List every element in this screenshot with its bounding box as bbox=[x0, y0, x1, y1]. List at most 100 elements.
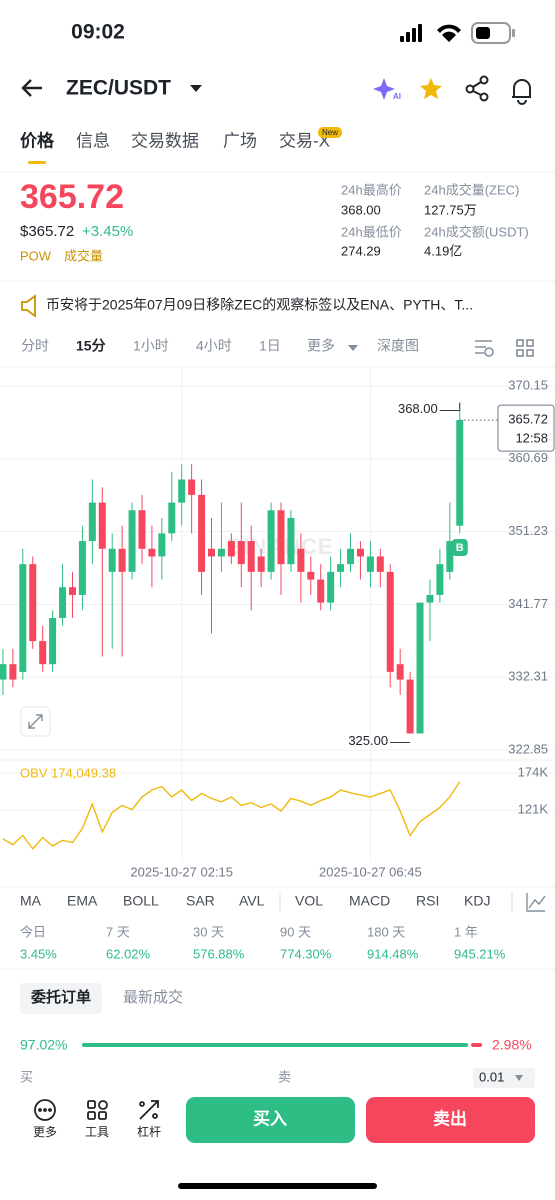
candle-body bbox=[426, 594, 434, 603]
notification-button[interactable] bbox=[512, 79, 531, 105]
precision-dropdown[interactable] bbox=[515, 1075, 523, 1081]
notice-text[interactable]: 币安将于2025年07月09日移除ZEC的观察标签以及ENA、PYTH、T... bbox=[46, 297, 473, 313]
y-tick-label: 351.23 bbox=[508, 523, 548, 538]
tool-label[interactable]: 杠杆 bbox=[137, 1124, 161, 1139]
indicator[interactable]: MA bbox=[20, 893, 42, 909]
x-tick-label: 2025-10-27 02:15 bbox=[130, 864, 233, 879]
candle-body bbox=[0, 664, 7, 680]
interval[interactable]: 1小时 bbox=[133, 338, 169, 354]
performance-label: 7 天 bbox=[106, 924, 130, 939]
y-tick-label: 322.85 bbox=[508, 741, 548, 756]
indicator[interactable]: MACD bbox=[349, 893, 390, 909]
price-change: +3.45% bbox=[82, 223, 133, 240]
obv-title: OBV 174,049.38 bbox=[20, 765, 116, 780]
candle-body bbox=[39, 641, 47, 665]
interval[interactable]: 深度图 bbox=[377, 338, 419, 354]
y-tick-label: 341.77 bbox=[508, 596, 548, 611]
tag[interactable]: 成交量 bbox=[64, 248, 103, 263]
candle-body bbox=[456, 420, 464, 526]
notice-icon bbox=[21, 294, 36, 318]
buy-button-label[interactable]: 买入 bbox=[253, 1109, 287, 1128]
interval[interactable]: 15分 bbox=[76, 338, 106, 354]
tab[interactable]: 交易-X bbox=[279, 131, 330, 150]
tab[interactable]: 交易数据 bbox=[131, 131, 199, 150]
tools-icon[interactable] bbox=[87, 1100, 108, 1120]
tool-label[interactable]: 工具 bbox=[85, 1125, 109, 1139]
candle-body bbox=[19, 564, 27, 672]
favorite-button[interactable] bbox=[420, 78, 442, 99]
back-button[interactable] bbox=[21, 79, 42, 97]
candle-body bbox=[376, 556, 384, 572]
candle-body bbox=[88, 502, 96, 542]
sell-button-label[interactable]: 卖出 bbox=[433, 1108, 467, 1128]
performance-value: 914.48% bbox=[367, 946, 419, 961]
candle-body bbox=[168, 502, 176, 534]
indicator[interactable]: VOL bbox=[295, 893, 323, 909]
candle-body bbox=[9, 664, 17, 680]
candle-body bbox=[257, 556, 265, 572]
share-button[interactable] bbox=[465, 75, 489, 102]
performance-label: 90 天 bbox=[280, 924, 311, 939]
chart-settings[interactable] bbox=[475, 340, 494, 357]
performance-value: 945.21% bbox=[454, 946, 506, 961]
expand-button[interactable] bbox=[20, 706, 51, 737]
pair-title[interactable]: ZEC/USDT bbox=[66, 77, 171, 100]
ai-button[interactable]: AI bbox=[373, 78, 401, 101]
order-tab[interactable]: 委托订单 bbox=[31, 988, 91, 1006]
candle-body bbox=[267, 510, 275, 572]
candle-body bbox=[327, 571, 335, 603]
performance-value: 62.02% bbox=[106, 946, 151, 961]
candle-body bbox=[277, 510, 285, 565]
pair-dropdown[interactable] bbox=[190, 85, 202, 92]
candle-body bbox=[108, 548, 116, 572]
more-icon[interactable] bbox=[34, 1099, 56, 1121]
candle-body bbox=[406, 679, 414, 734]
layout-button[interactable] bbox=[516, 339, 534, 357]
sell-button[interactable] bbox=[366, 1097, 535, 1143]
trade-marker-label: B bbox=[456, 542, 464, 554]
interval[interactable]: 1日 bbox=[259, 338, 281, 354]
tab[interactable]: 广场 bbox=[223, 131, 257, 150]
buy-button[interactable] bbox=[186, 1097, 355, 1143]
indicator[interactable]: KDJ bbox=[464, 893, 490, 909]
indicator[interactable]: RSI bbox=[416, 893, 439, 909]
candle-body bbox=[68, 587, 76, 595]
candle-body bbox=[98, 502, 106, 549]
indicator-settings[interactable] bbox=[526, 893, 546, 912]
more-dropdown[interactable] bbox=[348, 345, 358, 351]
stat-label: 24h最低价 bbox=[341, 224, 402, 239]
precision-bg[interactable] bbox=[473, 1068, 535, 1088]
performance-value: 774.30% bbox=[280, 946, 332, 961]
candle-body bbox=[356, 548, 364, 557]
candle-body bbox=[227, 541, 235, 557]
tab[interactable]: 价格 bbox=[20, 130, 55, 150]
tag[interactable]: POW bbox=[20, 248, 52, 263]
indicator[interactable]: EMA bbox=[67, 893, 98, 909]
x-tick-label: 2025-10-27 06:45 bbox=[319, 864, 422, 879]
countdown: 12:58 bbox=[515, 431, 548, 446]
usd-price: $365.72 bbox=[20, 223, 74, 240]
interval[interactable]: 4小时 bbox=[196, 338, 232, 354]
order-tab[interactable]: 最新成交 bbox=[123, 988, 183, 1006]
new-badge: New bbox=[322, 128, 338, 137]
indicator[interactable]: AVL bbox=[239, 893, 265, 909]
candle-body bbox=[237, 541, 245, 565]
indicator[interactable]: SAR bbox=[186, 893, 215, 909]
y-tick-label: 360.69 bbox=[508, 450, 548, 465]
chart[interactable]: 370.15 360.69 351.23 341.77 332.31 322.85 2025… bbox=[0, 368, 555, 879]
candle-body bbox=[347, 548, 355, 565]
tab[interactable]: 信息 bbox=[76, 131, 110, 150]
performance-label: 今日 bbox=[20, 924, 46, 939]
interval[interactable]: 分时 bbox=[21, 338, 49, 354]
indicator[interactable]: BOLL bbox=[123, 893, 159, 909]
candle-body bbox=[188, 479, 196, 495]
candle-body bbox=[128, 510, 136, 572]
sell-ratio-bar bbox=[471, 1043, 482, 1047]
candle-body bbox=[138, 510, 146, 549]
candle-body bbox=[247, 541, 255, 572]
tool-label[interactable]: 更多 bbox=[33, 1125, 57, 1139]
interval[interactable]: 更多 bbox=[307, 338, 335, 354]
precision[interactable]: 0.01 bbox=[479, 1069, 504, 1084]
candle-body bbox=[217, 548, 225, 557]
leverage-icon[interactable] bbox=[139, 1100, 159, 1120]
